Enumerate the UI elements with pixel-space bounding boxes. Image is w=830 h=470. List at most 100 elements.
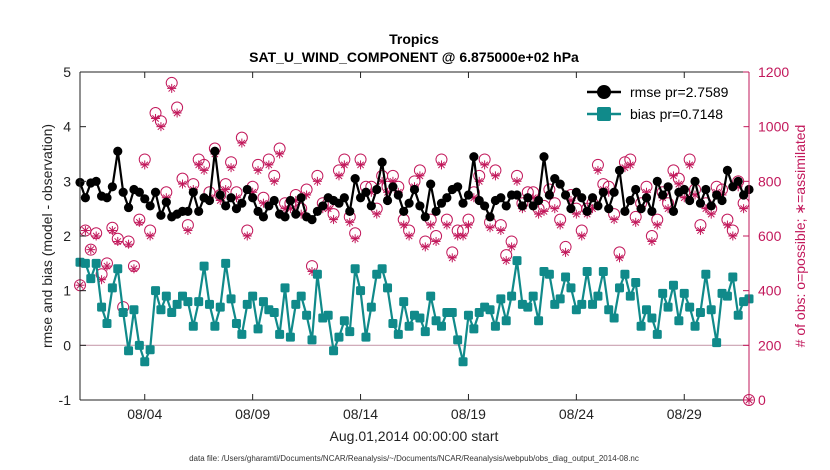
x-axis-label: Aug.01,2014 00:00:00 start (330, 428, 499, 444)
rmse-point (156, 210, 166, 220)
obs-assimilated-marker (334, 171, 344, 181)
asterisk-stroke (152, 114, 160, 122)
bias-point (350, 264, 360, 274)
obs-assimilated-marker (436, 160, 446, 170)
bias-point (404, 321, 414, 331)
rmse-point (431, 206, 441, 216)
obs-assimilated-marker (555, 220, 565, 230)
bias-point (512, 256, 522, 266)
asterisk-stroke (384, 188, 392, 196)
rmse-point (544, 190, 554, 200)
asterisk-stroke (184, 227, 192, 235)
rmse-point (134, 187, 144, 197)
rmse-point (350, 174, 360, 184)
rmse-point (609, 187, 619, 197)
bias-point (420, 327, 430, 337)
bias-point (258, 297, 268, 307)
asterisk-stroke (686, 161, 694, 169)
rmse-point (210, 146, 220, 156)
obs-assimilated-marker (312, 176, 322, 186)
asterisk-stroke (222, 186, 230, 194)
bias-point (377, 264, 387, 274)
bias-point (388, 318, 398, 328)
bias-point (663, 302, 673, 312)
asterisk-stroke (179, 180, 187, 188)
asterisk-stroke (502, 257, 510, 265)
asterisk-stroke (281, 205, 289, 213)
asterisk-stroke (421, 243, 429, 251)
bias-point (280, 283, 290, 293)
rmse-point (188, 187, 198, 197)
obs-assimilated-marker (339, 160, 349, 170)
rmse-point (625, 195, 635, 206)
bias-point (625, 291, 635, 301)
obs-assimilated-marker (221, 185, 231, 195)
y-axis-label: rmse and bias (model - observation) (39, 124, 55, 348)
y-tick-label-right: 0 (758, 392, 766, 408)
asterisk-stroke (200, 166, 208, 174)
asterisk-stroke (135, 218, 143, 226)
bias-point (490, 321, 500, 331)
obs-assimilated-marker (264, 160, 274, 170)
legend: rmse pr=2.7589 bias pr=0.7148 (579, 78, 744, 128)
obs-assimilated-marker (350, 234, 360, 244)
bias-point (183, 297, 193, 307)
obs-assimilated-marker (442, 220, 452, 230)
bias-point (242, 299, 252, 309)
bias-point (469, 324, 479, 334)
obs-assimilated-marker (534, 209, 544, 219)
rmse-point (426, 179, 436, 189)
bias-point (631, 277, 641, 287)
obs-assimilated-marker (426, 220, 436, 230)
y-tick-label-right: 600 (758, 228, 782, 244)
asterisk-stroke (432, 237, 440, 245)
obs-assimilated-marker (145, 231, 155, 241)
asterisk-stroke (270, 177, 278, 185)
asterisk-stroke (340, 161, 348, 169)
rmse-point (382, 195, 393, 206)
bias-point (501, 316, 511, 326)
y-tick-label: 5 (63, 64, 71, 80)
obs-assimilated-marker (512, 176, 522, 186)
bias-point (339, 316, 349, 326)
rmse-point (123, 202, 134, 213)
rmse-point (501, 201, 511, 211)
bias-point (399, 297, 409, 307)
rmse-point (296, 193, 306, 203)
asterisk-stroke (437, 161, 445, 169)
asterisk-stroke (87, 246, 95, 254)
obs-assimilated-marker (86, 245, 96, 255)
y-tick-label-right: 1000 (758, 119, 789, 135)
y-tick-label: -1 (59, 392, 72, 408)
bias-point (436, 321, 446, 331)
asterisk-stroke (330, 216, 338, 224)
rmse-point (420, 212, 430, 222)
asterisk-stroke (195, 161, 203, 169)
obs-assimilated-marker (178, 179, 188, 189)
rmse-point (372, 184, 382, 195)
rmse-point (248, 193, 258, 203)
obs-assimilated-marker (102, 261, 112, 271)
bias-point (393, 329, 403, 339)
asterisk-stroke (308, 268, 316, 276)
bias-point (383, 283, 393, 293)
y-tick-label-right: 1200 (758, 64, 789, 80)
rmse-point (280, 212, 290, 222)
bias-point (296, 291, 306, 301)
bias-point (361, 332, 371, 342)
bias-point (712, 338, 722, 348)
bias-point (312, 269, 322, 279)
rmse-point (194, 206, 204, 216)
bias-point (145, 345, 155, 355)
bias-point (426, 291, 436, 301)
bias-point (269, 308, 279, 318)
obs-assimilated-marker (496, 226, 506, 236)
bias-point (129, 305, 139, 315)
legend-bias-marker (597, 107, 611, 121)
asterisk-stroke (610, 216, 618, 224)
bias-point (722, 291, 732, 301)
bias-point (113, 264, 123, 274)
x-tick-label: 08/19 (451, 406, 486, 422)
asterisk-stroke (448, 254, 456, 262)
x-tick-label: 08/09 (235, 406, 270, 422)
